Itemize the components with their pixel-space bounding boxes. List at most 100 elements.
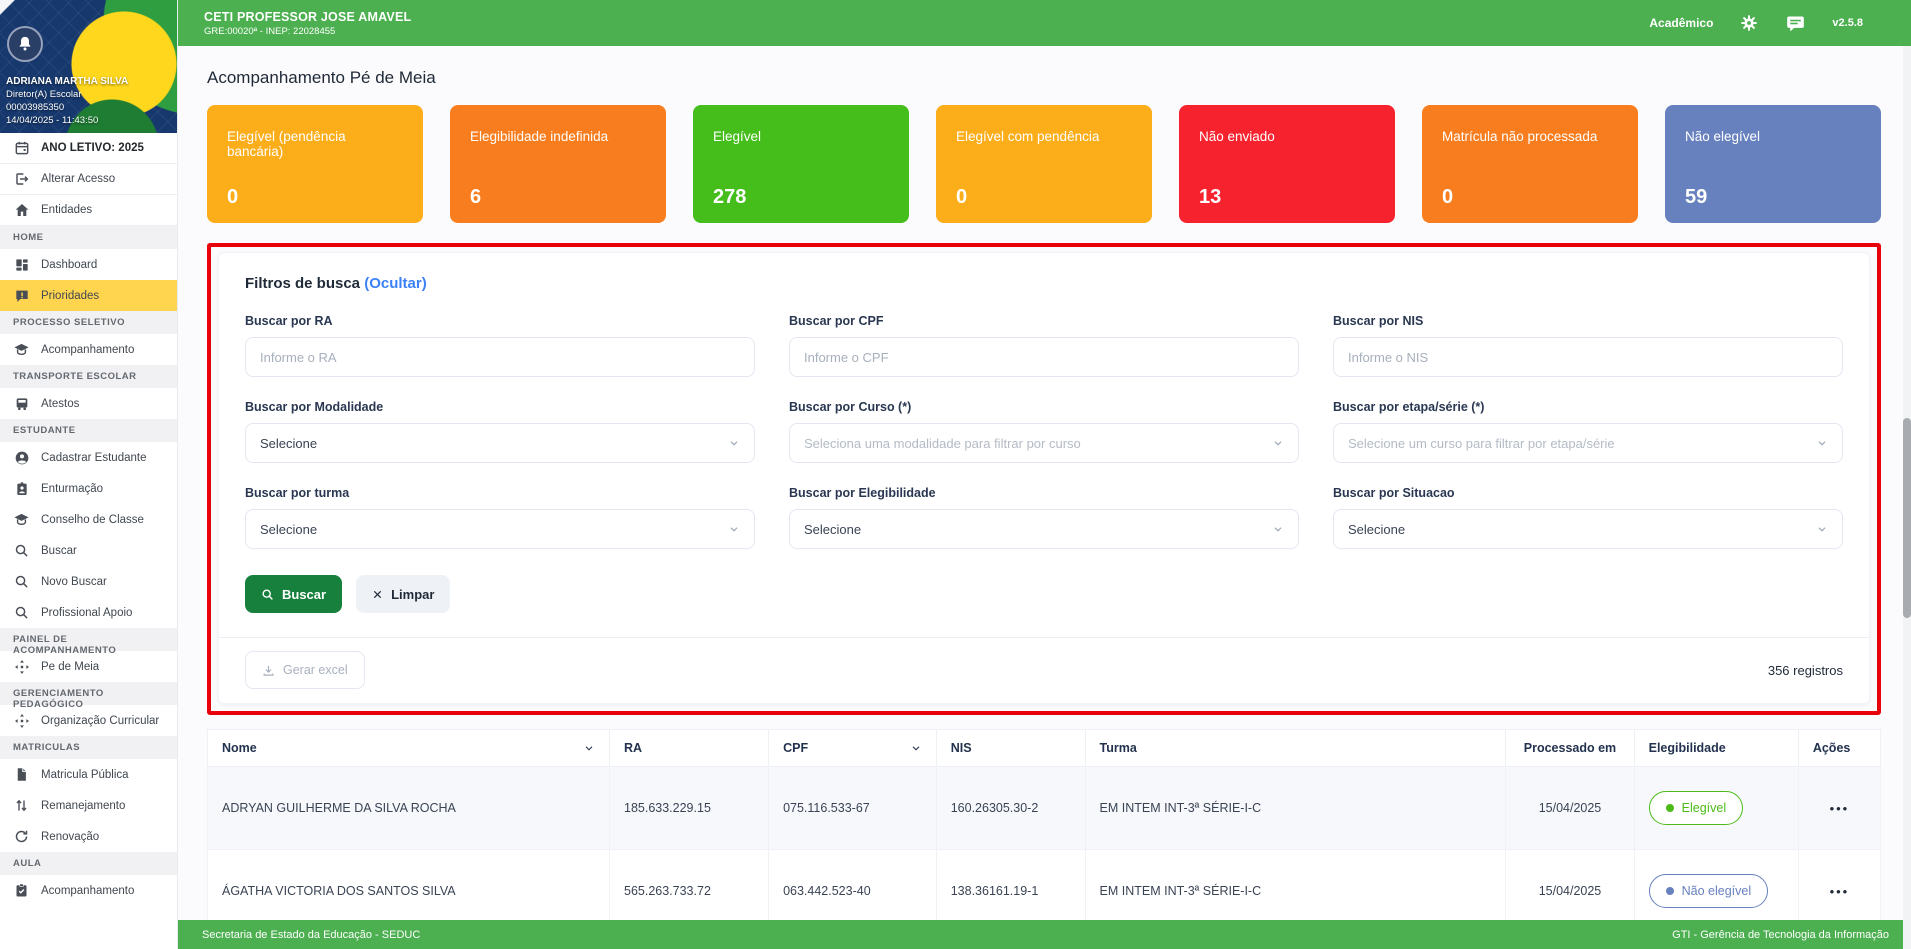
messages-icon[interactable] (1785, 13, 1806, 34)
elegibilidade-select[interactable]: Selecione (789, 509, 1299, 549)
status-card-nao-enviado: Não enviado 13 (1179, 105, 1395, 223)
field-buscar-por-modalidade: Buscar por Modalidade Selecione (245, 400, 755, 463)
sidebar-item-entidades[interactable]: Entidades (0, 195, 177, 226)
sidebar-item-novo-buscar[interactable]: Novo Buscar (0, 566, 177, 597)
sidebar-item-cadastrar-estudante[interactable]: Cadastrar Estudante (0, 442, 177, 473)
chevron-down-icon (1816, 523, 1828, 535)
chevron-down-icon (1272, 523, 1284, 535)
situacao-select[interactable]: Selecione (1333, 509, 1843, 549)
settings-gear-icon[interactable] (1739, 13, 1759, 33)
sidebar-item-organizacao-curricular[interactable]: Organização Curricular (0, 705, 177, 736)
field-buscar-por-nis: Buscar por NIS (1333, 314, 1843, 377)
modalidade-select[interactable]: Selecione (245, 423, 755, 463)
gerar-excel-button[interactable]: Gerar excel (245, 651, 365, 689)
select-value: Selecione (260, 521, 318, 537)
sidebar-item-alterar-acesso[interactable]: Alterar Acesso (0, 164, 177, 195)
limpar-button[interactable]: Limpar (356, 575, 451, 613)
sidebar-item-conselho-de-classe[interactable]: Conselho de Classe (0, 504, 177, 535)
column-header-ra[interactable]: RA (608, 729, 770, 767)
sidebar-item-remanejamento[interactable]: Remanejamento (0, 790, 177, 821)
sidebar-item-label: ANO LETIVO: 2025 (41, 142, 144, 154)
sidebar-item-label: Remanejamento (41, 799, 126, 812)
sidebar-item-pe-de-meia[interactable]: Pe de Meia (0, 651, 177, 682)
home-icon (13, 202, 30, 219)
sidebar-item-matricula-publica[interactable]: Matricula Pública (0, 759, 177, 790)
sidebar-section-transporte: TRANSPORTE ESCOLAR (0, 365, 177, 388)
column-header-turma[interactable]: Turma (1084, 729, 1507, 767)
school-block: CETI PROFESSOR JOSE AMAVEL GRE:00020ª - … (204, 10, 411, 37)
field-buscar-por-turma: Buscar por turma Selecione (245, 486, 755, 549)
sidebar-item-buscar[interactable]: Buscar (0, 535, 177, 566)
column-header-nome[interactable]: Nome (207, 729, 610, 767)
sidebar-item-enturmacao[interactable]: Enturmação (0, 473, 177, 504)
chevron-down-icon (728, 437, 740, 449)
column-header-elegibilidade[interactable]: Elegibilidade (1633, 729, 1799, 767)
eligibility-label: Elegível (1681, 801, 1727, 815)
person-circle-icon (13, 449, 30, 466)
field-buscar-por-situacao: Buscar por Situacao Selecione (1333, 486, 1843, 549)
user-datetime: 14/04/2025 - 11:43:50 (6, 115, 99, 126)
status-card-label: Não elegível (1685, 129, 1761, 144)
sidebar-item-profissional-apoio[interactable]: Profissional Apoio (0, 597, 177, 628)
field-label: Buscar por Modalidade (245, 400, 384, 414)
turma-select[interactable]: Selecione (245, 509, 755, 549)
sidebar-item-label: Novo Buscar (41, 575, 107, 588)
filters-panel: Filtros de busca (Ocultar) Buscar por RA… (218, 252, 1870, 704)
move-arrows-icon (13, 658, 30, 675)
avatar (7, 26, 43, 62)
sidebar-item-ano-letivo[interactable]: ANO LETIVO: 2025 (0, 133, 177, 164)
search-icon (13, 542, 30, 559)
field-label: Buscar por Curso (*) (789, 400, 912, 414)
limpar-button-label: Limpar (391, 586, 435, 602)
eligibility-badge: Não elegível (1648, 874, 1769, 908)
eligibility-badge: Elegível (1648, 791, 1744, 825)
main-area: CETI PROFESSOR JOSE AMAVEL GRE:00020ª - … (178, 0, 1911, 949)
cell-processado-em: 15/04/2025 (1505, 766, 1635, 850)
sidebar-item-label: Prioridades (41, 289, 100, 302)
sidebar-item-acompanhamento-aula[interactable]: Acompanhamento (0, 875, 177, 906)
sidebar-section-processo-seletivo: PROCESSO SELETIVO (0, 311, 177, 334)
row-actions-button[interactable]: ••• (1829, 883, 1850, 899)
cell-acoes: ••• (1797, 766, 1882, 850)
sidebar-item-renovacao[interactable]: Renovação (0, 821, 177, 852)
cpf-input[interactable] (789, 337, 1299, 377)
cell-nome: ÁGATHA VICTORIA DOS SANTOS SILVA (207, 849, 610, 920)
filter-buttons-row: Buscar Limpar (245, 575, 1843, 613)
scrollbar-thumb[interactable] (1903, 418, 1911, 618)
cell-nome: ADRYAN GUILHERME DA SILVA ROCHA (207, 766, 610, 850)
footer-right-text: GTI - Gerência de Tecnologia da Informaç… (1672, 928, 1889, 941)
column-header-acoes: Ações (1797, 729, 1882, 767)
column-header-nis[interactable]: NIS (935, 729, 1086, 767)
buscar-button[interactable]: Buscar (245, 575, 343, 613)
window-scrollbar[interactable] (1903, 46, 1911, 949)
sidebar-item-acompanhamento-processo[interactable]: Acompanhamento (0, 334, 177, 365)
sort-arrows-icon (13, 797, 30, 814)
field-label: Buscar por CPF (789, 314, 884, 328)
nis-input[interactable] (1333, 337, 1843, 377)
select-value: Selecione (1348, 521, 1406, 537)
ra-input[interactable] (245, 337, 755, 377)
sidebar-item-label: Acompanhamento (41, 343, 135, 356)
profile-menu[interactable]: Acadêmico (1649, 16, 1714, 30)
sidebar-item-dashboard[interactable]: Dashboard (0, 249, 177, 280)
sidebar-item-label: Cadastrar Estudante (41, 451, 147, 464)
id-badge-icon (13, 480, 30, 497)
close-icon (372, 589, 383, 600)
user-role: Diretor(A) Escolar (6, 89, 82, 100)
table-header-row: Nome RA CPF NIS Turma Processado em Eleg… (207, 729, 1882, 767)
sidebar-item-atestos[interactable]: Atestos (0, 388, 177, 419)
sidebar-section-matriculas: MATRICULAS (0, 736, 177, 759)
clipboard-check-icon (13, 882, 30, 899)
filters-grid: Buscar por RA Buscar por CPF Buscar por … (245, 314, 1843, 549)
curso-select[interactable]: Seleciona uma modalidade para filtrar po… (789, 423, 1299, 463)
filters-hide-link[interactable]: (Ocultar) (364, 275, 427, 292)
column-header-cpf[interactable]: CPF (768, 729, 937, 767)
bus-icon (13, 395, 30, 412)
sidebar-item-prioridades[interactable]: Prioridades (0, 280, 177, 311)
etapa-serie-select[interactable]: Selecione um curso para filtrar por etap… (1333, 423, 1843, 463)
chevron-down-icon (910, 742, 922, 754)
column-header-processado-em[interactable]: Processado em (1505, 729, 1635, 767)
row-actions-button[interactable]: ••• (1829, 800, 1850, 816)
footer-left-text: Secretaria de Estado da Educação - SEDUC (202, 928, 421, 941)
status-card-value: 0 (1442, 186, 1454, 208)
